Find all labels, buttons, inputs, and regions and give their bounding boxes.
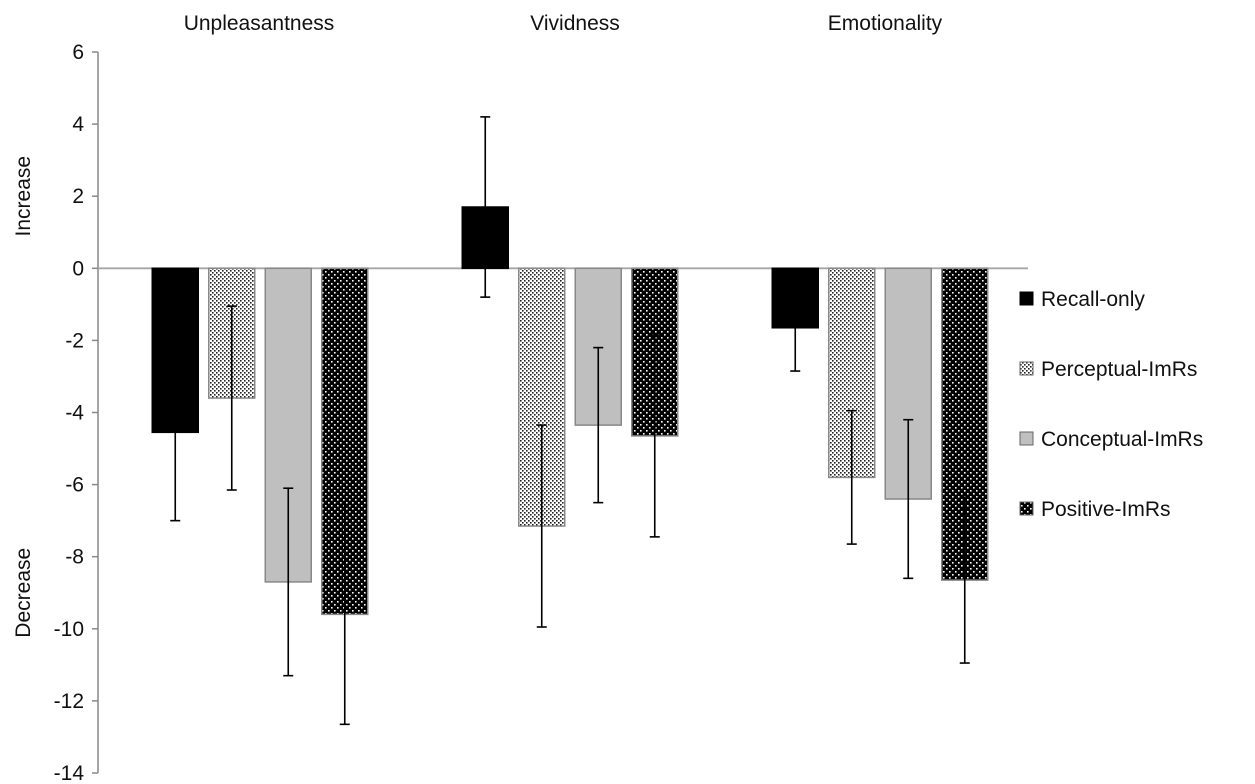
- legend-label: Positive-ImRs: [1041, 498, 1171, 521]
- legend-swatch-conceptual-imrs: [1019, 431, 1034, 446]
- legend-label: Perceptual-ImRs: [1041, 358, 1197, 381]
- y-tick-label: -6: [65, 474, 84, 497]
- y-axis-label-decrease: Decrease: [12, 548, 35, 638]
- y-tick-label: -4: [65, 402, 84, 425]
- category-label: Unpleasantness: [184, 12, 335, 35]
- y-axis-label-increase: Increase: [12, 156, 35, 237]
- error-bars-layer: [170, 116, 970, 726]
- y-tick-label: -10: [54, 618, 84, 641]
- labels-layer: 6 4 2 0 -2 -4 -6 -8 -10 -12 -14 Increase Decrease Unp…: [12, 12, 943, 784]
- legend-label: Conceptual-ImRs: [1041, 428, 1203, 451]
- y-tick-label: 4: [72, 113, 84, 136]
- y-tick-label: 2: [72, 185, 84, 208]
- y-tick-label: -14: [54, 762, 85, 784]
- y-tick-label: -8: [65, 546, 84, 569]
- y-tick-label: 0: [72, 257, 84, 280]
- category-label: Vividness: [530, 12, 620, 35]
- category-label: Emotionality: [828, 12, 943, 35]
- legend-swatch-perceptual-imrs: [1019, 361, 1034, 376]
- y-tick-label: 6: [72, 41, 84, 64]
- legend-swatch-positive-imrs: [1019, 501, 1034, 516]
- legend: Recall-only Perceptual-ImRs Conceptual-ImR…: [1019, 288, 1203, 521]
- y-tick-label: -2: [65, 329, 84, 352]
- legend-label: Recall-only: [1041, 288, 1145, 311]
- y-tick-label: -12: [54, 690, 84, 713]
- legend-swatch-recall-only: [1019, 291, 1034, 306]
